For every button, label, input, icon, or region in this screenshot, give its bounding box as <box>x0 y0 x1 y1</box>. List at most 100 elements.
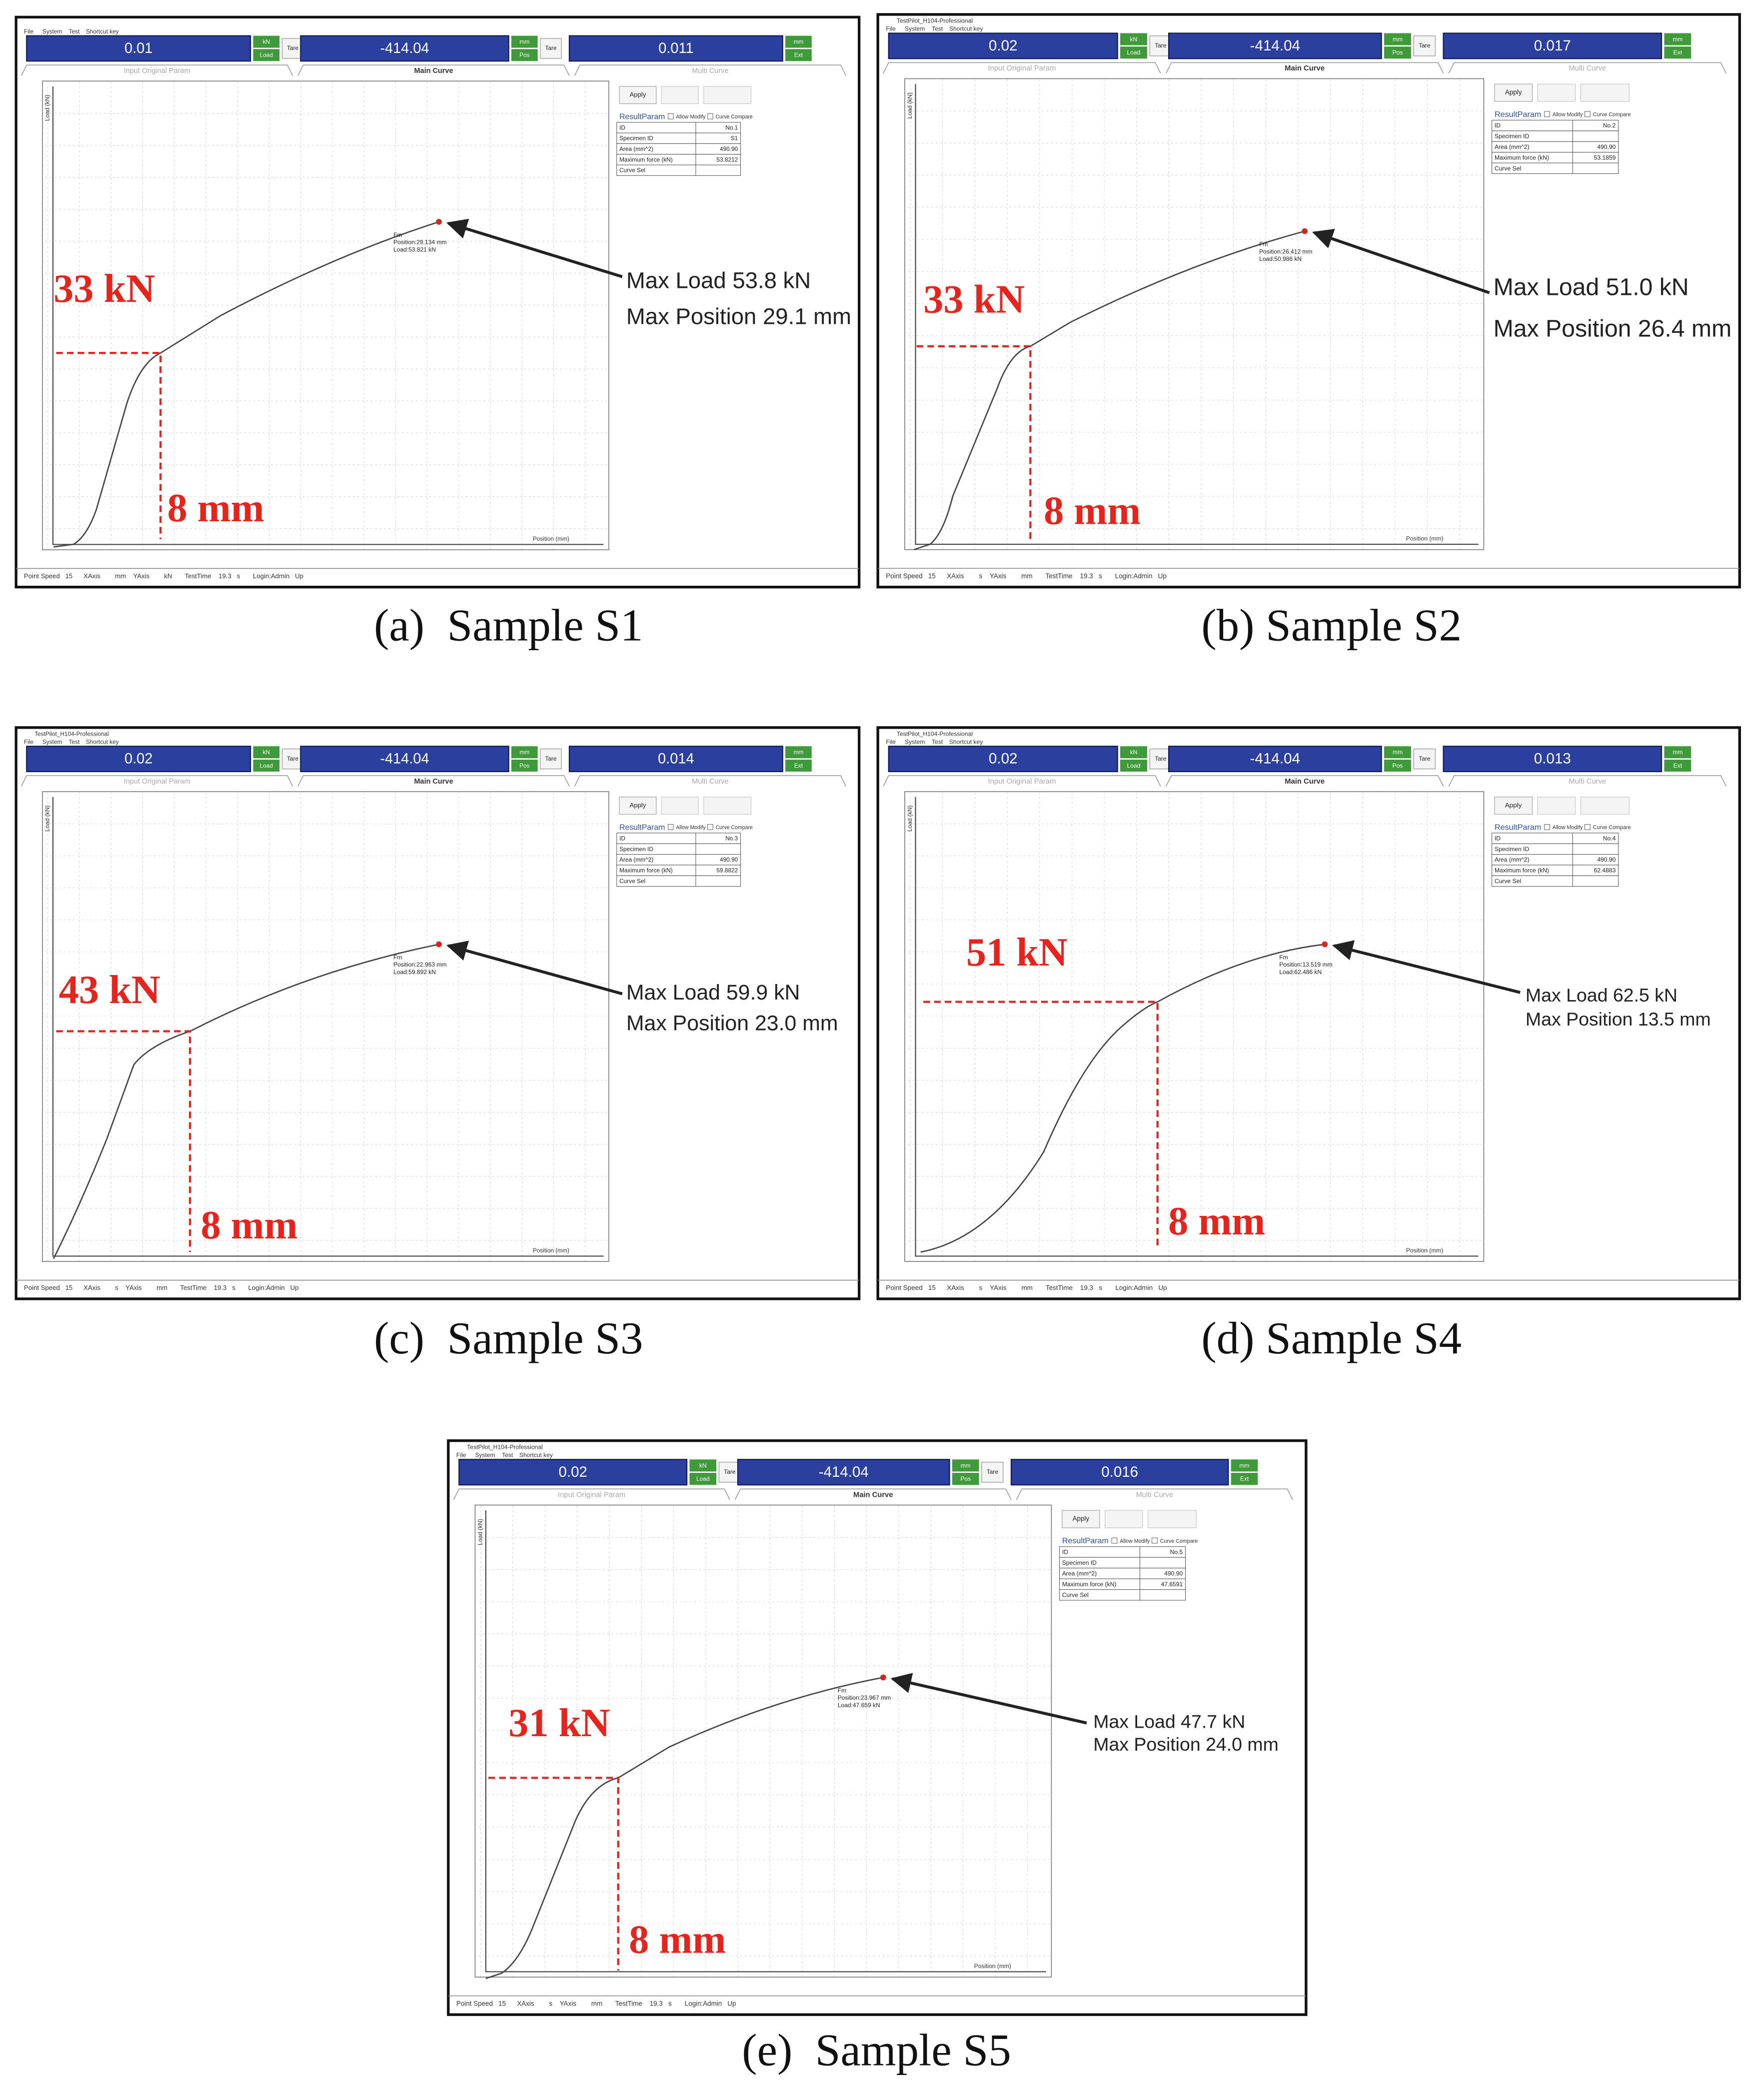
table-cell: 53.8212 <box>716 156 738 163</box>
panels: File System Test Shortcut key 0.01 kN Load Tare… <box>14 13 1741 2016</box>
unit-button <box>511 746 538 759</box>
table-cell: 62.4883 <box>1594 867 1616 874</box>
allow-modify: Allow Modify <box>1553 112 1583 118</box>
tare-label: Tare <box>287 755 298 762</box>
unit-label: Pos <box>1393 762 1403 769</box>
arrow <box>890 1673 1087 1725</box>
apply-button <box>1494 797 1533 815</box>
unit-label: Ext <box>1674 49 1683 56</box>
yield-position: 8 mm <box>167 486 264 530</box>
tare-button <box>1413 35 1436 56</box>
menu-item: Test <box>69 28 80 35</box>
readout-value: 0.011 <box>658 40 693 56</box>
table-cell: Curve Sel <box>619 878 645 885</box>
table-row <box>616 122 741 133</box>
tare-button <box>718 1461 741 1483</box>
plot-area <box>904 791 1485 1262</box>
unit-button <box>253 35 280 48</box>
caption: (a) Sample S1 <box>374 600 643 650</box>
table-cell: No.3 <box>725 835 738 842</box>
table-cell: Specimen ID <box>1495 846 1530 853</box>
unit-button <box>253 759 280 772</box>
table-cell: Curve Sel <box>1062 1591 1089 1598</box>
table-cell: Specimen ID <box>619 135 653 142</box>
menu-item: System <box>475 1451 495 1458</box>
yield-position: 8 mm <box>629 1918 726 1962</box>
unit-label: Pos <box>960 1475 971 1482</box>
yield-load: 33 kN <box>53 266 155 311</box>
unit-button <box>952 1459 979 1472</box>
point-label: Position:13.519 mm <box>1279 961 1332 968</box>
result-param: ResultParam <box>619 823 665 832</box>
tare-label: Tare <box>545 44 557 51</box>
window-title: TestPilot_H104-Professional <box>467 1443 542 1450</box>
button <box>1580 83 1630 102</box>
unit-button <box>253 49 280 61</box>
table-cell: 59.8822 <box>716 867 738 874</box>
checkbox <box>1544 824 1550 830</box>
tab <box>453 1488 730 1500</box>
x-axis-label: Position (mm) <box>1406 535 1444 542</box>
unit-label: Load <box>260 51 273 58</box>
table-cell: Maximum force (kN) <box>1495 867 1549 874</box>
button <box>1537 83 1576 102</box>
table-cell: Area (mm^2) <box>1062 1570 1097 1577</box>
table-cell: 490.90 <box>1597 143 1616 150</box>
unit-label: Load <box>696 1475 710 1482</box>
checkbox <box>707 113 713 119</box>
load-curve <box>485 1677 884 1980</box>
button <box>703 797 752 815</box>
readout-box <box>26 746 251 773</box>
checkbox <box>1151 1537 1158 1544</box>
table-cell: No.5 <box>1170 1548 1183 1555</box>
button <box>703 86 752 104</box>
checkbox <box>668 824 674 830</box>
axes <box>485 1510 1046 1973</box>
unit-button <box>1384 746 1411 759</box>
caption: (e) Sample S5 <box>742 2025 1011 2075</box>
checkbox <box>707 824 713 830</box>
axes <box>52 86 604 545</box>
point-label: Load:62.486 kN <box>1279 969 1322 976</box>
unit-label: mm <box>519 749 529 756</box>
unit-button <box>511 35 538 48</box>
unit-label: Load <box>260 762 273 769</box>
table-cell: Specimen ID <box>1495 133 1530 140</box>
unit-label: Ext <box>1674 762 1683 769</box>
unit-label: kN <box>699 1462 707 1469</box>
readout-value: 0.02 <box>558 1464 587 1480</box>
tab <box>574 775 847 787</box>
screenshot: File System Test Shortcut key 0.01 kN Load Tare… <box>14 15 861 589</box>
menu-item: System <box>42 28 62 35</box>
table-cell: Area (mm^2) <box>1495 856 1530 863</box>
readout-value: -414.04 <box>819 1464 869 1480</box>
menu-item: System <box>905 25 925 32</box>
unit-label: kN <box>263 749 270 756</box>
tab-label: Main Curve <box>414 778 453 786</box>
tab <box>297 775 570 787</box>
checkbox <box>668 113 674 119</box>
plot-area <box>474 1504 1052 1978</box>
table-cell: ID <box>1062 1548 1068 1555</box>
unit-button <box>1384 759 1411 772</box>
x-axis-label: Position (mm) <box>1406 1247 1444 1254</box>
axes <box>52 797 604 1257</box>
menu-item: Shortcut key <box>519 1451 553 1458</box>
unit-button <box>785 746 812 759</box>
allow-modify: Allow Modify <box>676 825 706 831</box>
readout-value: 0.014 <box>658 751 694 767</box>
unit-button <box>511 759 538 772</box>
max-load: Max Load 53.8 kN <box>626 267 811 293</box>
yield-load: 33 kN <box>923 277 1025 322</box>
table-cell: Area (mm^2) <box>1495 143 1530 150</box>
unit-button <box>689 1473 717 1485</box>
max-point <box>1322 941 1328 948</box>
curve-compare: Curve Compare <box>1593 825 1631 831</box>
load-curve <box>920 944 1325 1253</box>
table-cell: S1 <box>731 135 738 142</box>
apply-label: Apply <box>630 91 646 98</box>
unit-button <box>785 35 812 48</box>
readout-box <box>1168 746 1382 773</box>
yield-guide <box>916 345 1032 542</box>
